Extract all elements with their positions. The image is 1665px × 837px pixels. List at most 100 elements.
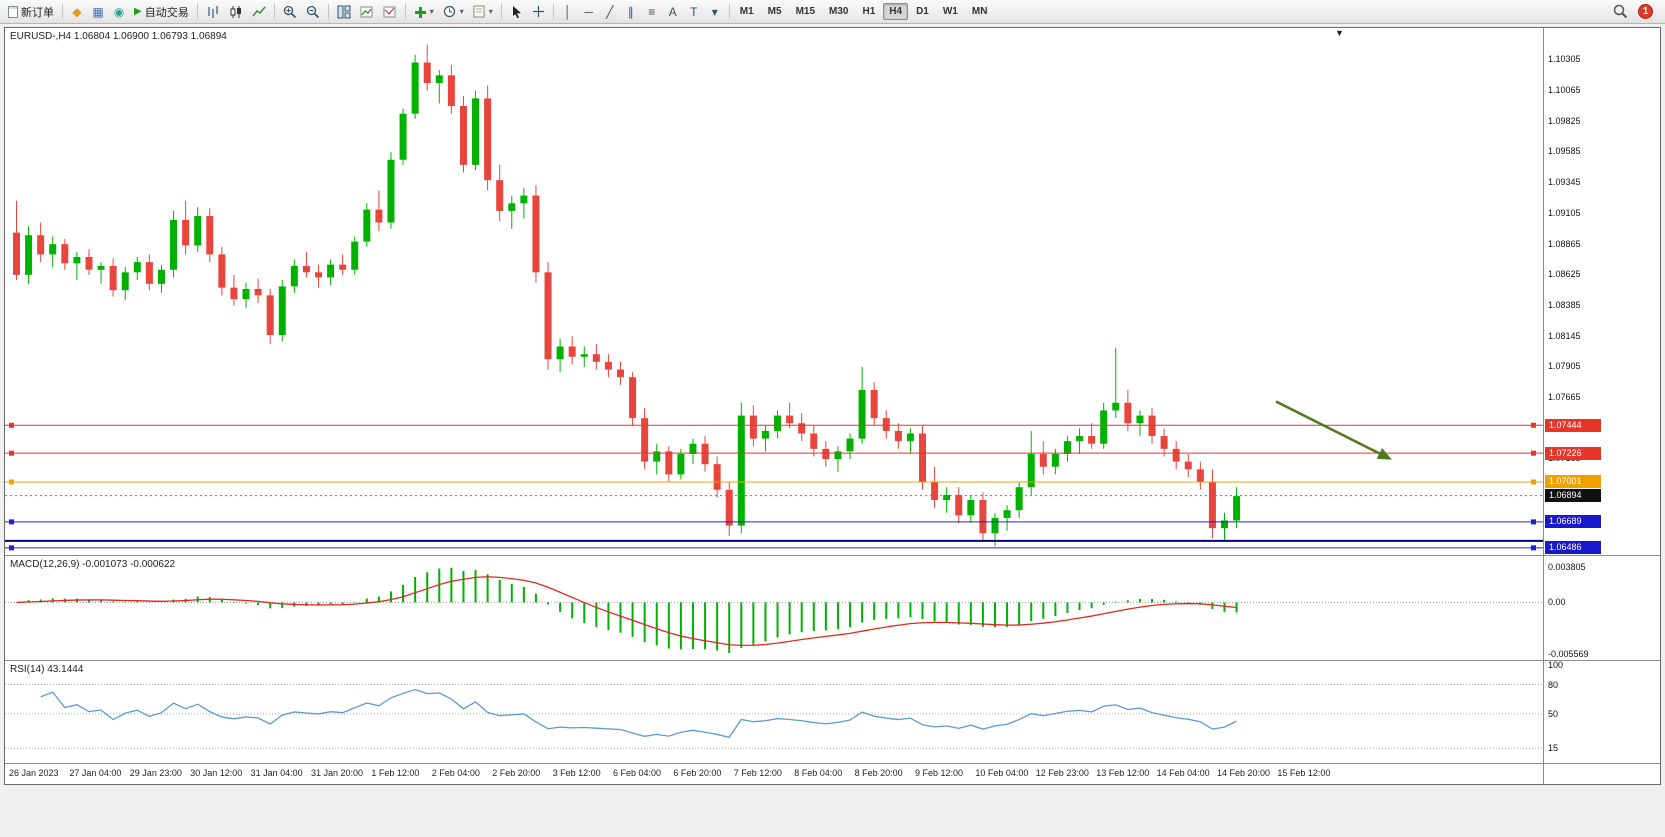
candle: [1100, 402, 1108, 449]
template-button[interactable]: ▾: [469, 2, 497, 22]
horizontal-line-tool[interactable]: ─: [579, 2, 599, 22]
search-button[interactable]: [1609, 2, 1632, 22]
timeframe-button-d1[interactable]: D1: [916, 6, 929, 17]
horizontal-line[interactable]: [5, 479, 1543, 485]
candle: [774, 410, 782, 439]
rsi-axis-label: 50: [1548, 708, 1559, 719]
trendline-tool[interactable]: ╱: [600, 2, 620, 22]
candle: [1148, 407, 1156, 444]
price-chart-canvas: [5, 44, 1543, 551]
zoom-out-button[interactable]: [302, 2, 324, 22]
toolbar-separator: [728, 4, 730, 19]
macd-axis-label: 0.00: [1548, 597, 1566, 608]
tile-windows-icon: [337, 5, 351, 18]
timeframe-button-h1[interactable]: H1: [862, 6, 876, 17]
candle: [894, 423, 902, 449]
price-tick: 1.08865: [1548, 238, 1581, 249]
macd-axis-label: -0.005569: [1548, 649, 1589, 660]
macd-label: MACD(12,26,9) -0.001073 -0.000622: [10, 559, 176, 570]
candle: [242, 282, 250, 309]
auto-trading-button[interactable]: ▶ 自动交易: [130, 2, 193, 22]
candle: [1039, 441, 1047, 475]
time-label: 31 Jan 04:00: [250, 768, 303, 778]
candle: [327, 259, 335, 286]
timeframe-button-h4[interactable]: H4: [883, 3, 909, 20]
market-watch-button[interactable]: ◆: [67, 2, 87, 22]
clock-icon: [443, 5, 455, 18]
crosshair-button[interactable]: [528, 2, 549, 22]
time-label: 9 Feb 12:00: [915, 768, 964, 778]
label-tool[interactable]: T: [684, 2, 704, 22]
data-window-button[interactable]: ▦: [88, 2, 108, 22]
price-tick: 1.08625: [1548, 269, 1581, 280]
candlestick-chart-icon: [230, 5, 241, 18]
text-tool[interactable]: A: [663, 2, 683, 22]
candle: [931, 466, 939, 508]
time-label: 15 Feb 12:00: [1277, 768, 1331, 778]
data-window-icon: ▦: [92, 4, 104, 19]
search-icon: [1613, 4, 1628, 19]
text-tool-icon: A: [668, 4, 677, 19]
candle: [157, 264, 165, 293]
timeframe-button-m30[interactable]: M30: [829, 6, 849, 17]
zoom-in-button[interactable]: [279, 2, 301, 22]
candle: [1027, 430, 1035, 495]
horizontal-line[interactable]: [5, 450, 1543, 456]
candle: [472, 90, 480, 170]
cursor-button[interactable]: [506, 2, 527, 22]
period-button[interactable]: ▾: [439, 2, 468, 22]
line-chart-button[interactable]: [248, 2, 270, 22]
candle: [749, 405, 757, 447]
rsi-pane[interactable]: [5, 661, 1543, 763]
price-badge: 1.07001: [1545, 475, 1601, 489]
navigator-button[interactable]: ◉: [109, 2, 129, 22]
timeframe-button-m15[interactable]: M15: [795, 6, 816, 17]
candle: [798, 413, 806, 442]
pane-separator[interactable]: [5, 555, 1660, 556]
candle: [459, 95, 467, 173]
candle: [882, 410, 890, 439]
vertical-line-tool[interactable]: │: [558, 2, 578, 22]
bar-chart-icon: [208, 5, 218, 18]
candlestick-chart-button[interactable]: [225, 2, 247, 22]
candle: [761, 425, 769, 452]
time-label: 8 Feb 04:00: [794, 768, 843, 778]
chevron-down-icon: ▾: [459, 7, 464, 16]
toolbar-separator: [500, 4, 502, 19]
time-label: 31 Jan 20:00: [311, 768, 364, 778]
timeframe-button-m5[interactable]: M5: [767, 6, 782, 17]
new-order-button[interactable]: 新订单: [4, 2, 58, 22]
label-tool-icon: T: [690, 4, 698, 19]
tile-windows-button[interactable]: [333, 2, 355, 22]
chart-shift-marker[interactable]: ▼: [1335, 28, 1344, 38]
fibonacci-tool[interactable]: ≡: [642, 2, 662, 22]
horizontal-line[interactable]: [5, 545, 1543, 551]
indicators-window-button[interactable]: [356, 2, 378, 22]
price-badge: 1.07226: [1545, 446, 1601, 460]
time-label: 6 Feb 20:00: [673, 768, 722, 778]
equidistant-channel-tool[interactable]: ∥: [621, 2, 641, 22]
horizontal-line[interactable]: [5, 422, 1543, 428]
rsi-axis-label: 80: [1548, 679, 1559, 690]
toolbar: 新订单 ◆ ▦ ◉ ▶ 自动交易: [0, 0, 1665, 24]
notification-badge[interactable]: 1: [1638, 4, 1653, 19]
candle: [399, 108, 407, 165]
pane-separator[interactable]: [5, 660, 1660, 661]
current-price-badge: 1.06894: [1545, 489, 1601, 503]
candle: [701, 436, 709, 472]
timeframe-button-mn[interactable]: MN: [971, 6, 988, 17]
crosshair-icon: [532, 6, 544, 17]
candle: [194, 207, 202, 252]
timeframe-button-m1[interactable]: M1: [739, 6, 754, 17]
add-indicator-button[interactable]: ▾: [410, 2, 438, 22]
timeframe-button-w1[interactable]: W1: [942, 6, 958, 17]
candle: [592, 343, 600, 370]
arrow-annotation[interactable]: [1275, 400, 1392, 460]
objects-window-button[interactable]: [379, 2, 401, 22]
macd-pane[interactable]: [5, 556, 1543, 660]
bar-chart-button[interactable]: [202, 2, 224, 22]
macd-signal-line: [16, 576, 1237, 647]
shapes-dropdown[interactable]: ▾: [705, 2, 725, 22]
main-chart-pane[interactable]: [5, 28, 1543, 555]
horizontal-line[interactable]: [5, 519, 1543, 525]
